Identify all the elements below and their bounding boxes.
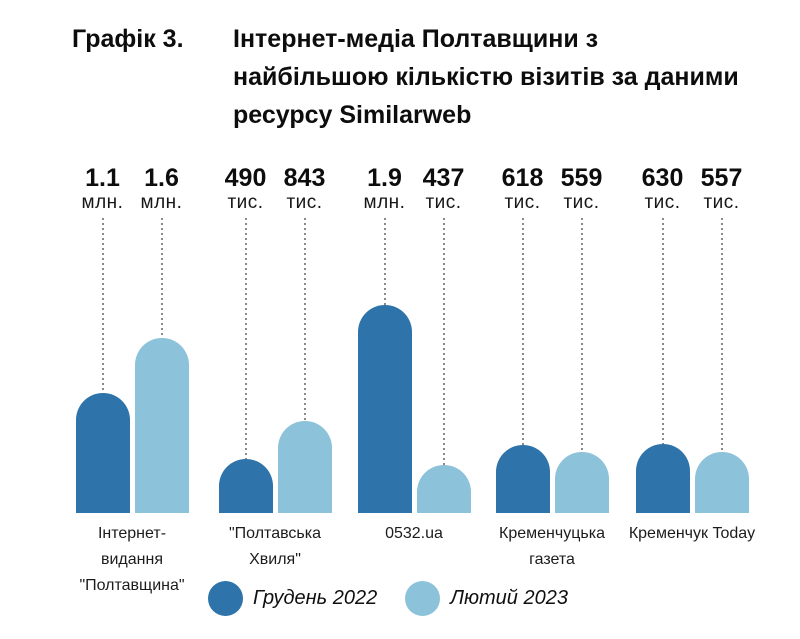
value-unit: тис.: [504, 192, 541, 213]
category-label-line: Інтернет-: [97, 525, 167, 542]
category-label-line: Хвиля": [249, 551, 301, 568]
category-label-line: видання: [100, 551, 163, 568]
value-number: 1.9: [367, 164, 402, 192]
value-label: 843 тис.: [253, 164, 357, 214]
value-unit: тис.: [425, 192, 462, 213]
value-number: 843: [283, 164, 326, 192]
value-label: 1.6 млн.: [110, 164, 214, 214]
bar: [75, 393, 130, 513]
category-label-line: 0532.ua: [385, 525, 443, 542]
value-label: 618 тис.: [471, 164, 575, 214]
dotted-guide-line: [580, 218, 583, 452]
value-label: 630 тис.: [611, 164, 715, 214]
category-label: Кременчук Today: [612, 521, 772, 547]
dotted-guide-line: [661, 218, 664, 444]
bar: [134, 338, 189, 513]
value-number: 630: [641, 164, 684, 192]
legend-label: Лютий 2023: [450, 587, 568, 609]
value-number: 437: [422, 164, 465, 192]
value-label: 1.1 млн.: [51, 164, 155, 214]
value-label: 1.9 млн.: [333, 164, 437, 214]
bar: [357, 305, 412, 513]
legend: Грудень 2022 Лютий 2023: [0, 581, 788, 616]
bar: [416, 465, 471, 513]
value-label: 437 тис.: [392, 164, 496, 214]
dotted-guide-line: [720, 218, 723, 452]
chart-number-label: Графік 3.: [72, 25, 184, 53]
category-label-line: газета: [529, 551, 575, 568]
value-number: 559: [560, 164, 603, 192]
bar: [495, 445, 550, 513]
legend-item: Лютий 2023: [405, 581, 568, 616]
dotted-guide-line: [521, 218, 524, 445]
bar: [277, 421, 332, 513]
legend-label: Грудень 2022: [253, 587, 378, 609]
value-number: 490: [224, 164, 267, 192]
bar: [694, 452, 749, 513]
value-number: 1.1: [85, 164, 120, 192]
dotted-guide-line: [383, 218, 386, 305]
value-unit: млн.: [140, 192, 183, 213]
value-unit: тис.: [286, 192, 323, 213]
bar: [554, 452, 609, 513]
legend-swatch: [405, 581, 441, 616]
chart-title-line: найбільшою кількістю візитів за даними: [233, 63, 739, 91]
chart-title-line: Інтернет-медіа Полтавщини з: [233, 25, 599, 53]
category-label-line: Кременчуцька: [499, 525, 605, 542]
dotted-guide-line: [160, 218, 163, 338]
value-number: 1.6: [144, 164, 179, 192]
category-label: "Полтавська Хвиля": [195, 521, 355, 573]
category-label-line: "Полтавська: [228, 525, 321, 542]
value-label: 490 тис.: [194, 164, 298, 214]
category-label: Інтернет-видання "Полтавщина": [52, 521, 212, 599]
value-unit: тис.: [644, 192, 681, 213]
value-unit: млн.: [363, 192, 406, 213]
dotted-guide-line: [442, 218, 445, 465]
dotted-guide-line: [303, 218, 306, 421]
value-unit: тис.: [227, 192, 264, 213]
legend-swatch: [208, 581, 244, 616]
value-label: 557 тис.: [670, 164, 774, 214]
chart-title-line: ресурсу Similarweb: [233, 101, 472, 129]
value-number: 557: [700, 164, 743, 192]
value-unit: млн.: [81, 192, 124, 213]
category-label-line: "Полтавщина": [79, 577, 185, 594]
category-label: 0532.ua: [334, 521, 494, 547]
bar: [635, 444, 690, 513]
dotted-guide-line: [101, 218, 104, 393]
value-unit: тис.: [703, 192, 740, 213]
value-label: 559 тис.: [530, 164, 634, 214]
value-number: 618: [501, 164, 544, 192]
category-label-line: Кременчук Today: [628, 525, 756, 542]
chart-title: Інтернет-медіа Полтавщини з найбільшою кі…: [233, 20, 739, 134]
legend-item: Грудень 2022: [208, 581, 377, 616]
bar: [218, 459, 273, 513]
dotted-guide-line: [244, 218, 247, 459]
category-label: Кременчуцька газета: [472, 521, 632, 573]
value-unit: тис.: [563, 192, 600, 213]
